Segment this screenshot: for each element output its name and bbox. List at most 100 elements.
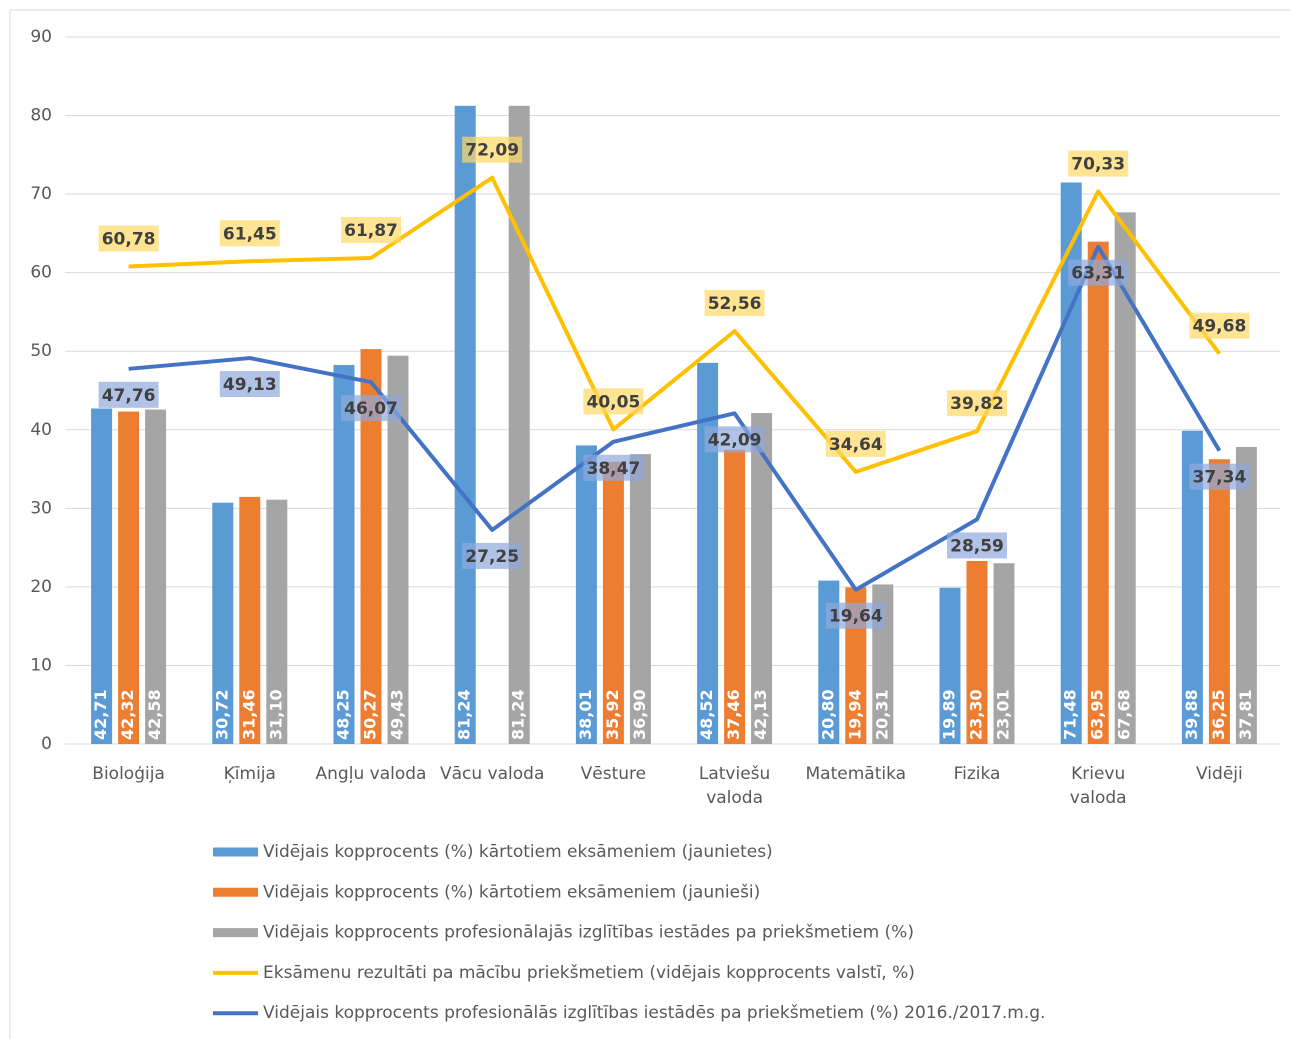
line-value-label: 47,76 bbox=[102, 386, 156, 406]
bar-value-label: 42,32 bbox=[118, 689, 137, 740]
bar-value-label: 37,81 bbox=[1236, 689, 1255, 740]
bar-value-label: 19,89 bbox=[940, 689, 959, 740]
x-tick-label: Latviešu valoda bbox=[698, 764, 771, 808]
line-value-label: 42,09 bbox=[708, 430, 762, 450]
line-value-label: 70,33 bbox=[1071, 155, 1125, 175]
bar-value-label: 19,94 bbox=[845, 689, 864, 740]
bar-value-label: 37,46 bbox=[724, 689, 743, 740]
value-label-box bbox=[462, 136, 523, 163]
value-label-box bbox=[583, 454, 644, 481]
bar bbox=[387, 355, 409, 744]
y-tick-label: 20 bbox=[30, 577, 52, 597]
line-value-label: 61,45 bbox=[223, 224, 277, 244]
value-label-box bbox=[947, 390, 1007, 417]
x-tick-label: Angļu valoda bbox=[315, 764, 427, 784]
legend-label: Vidējais kopprocents (%) kārtotiem eksām… bbox=[263, 842, 773, 862]
x-tick-label: Bioloģija bbox=[92, 764, 165, 784]
bar-value-label: 35,92 bbox=[603, 689, 622, 740]
bar-value-label: 39,88 bbox=[1182, 689, 1201, 740]
value-label-box bbox=[1068, 259, 1129, 286]
value-label-box bbox=[947, 532, 1007, 559]
bar-value-label: 20,80 bbox=[818, 689, 837, 740]
x-tick-label: Vācu valoda bbox=[439, 764, 545, 784]
bar bbox=[266, 499, 288, 744]
line-value-label: 49,13 bbox=[223, 375, 277, 395]
y-tick-label: 80 bbox=[30, 106, 52, 126]
x-tick-label: Ķīmija bbox=[223, 764, 276, 784]
line-value-label: 27,25 bbox=[465, 547, 519, 567]
line-value-label: 39,82 bbox=[950, 394, 1004, 414]
bar bbox=[239, 496, 261, 744]
value-label-box bbox=[704, 290, 765, 317]
bar-value-label: 36,25 bbox=[1209, 689, 1228, 740]
x-tick-label: Fizika bbox=[953, 764, 1001, 784]
y-tick-label: 40 bbox=[30, 420, 52, 440]
bar bbox=[993, 563, 1015, 744]
bar-value-label: 38,01 bbox=[576, 689, 595, 740]
bar bbox=[212, 502, 234, 744]
line-value-label: 40,05 bbox=[587, 392, 641, 412]
bar bbox=[1235, 446, 1257, 744]
bar bbox=[966, 560, 988, 744]
bar bbox=[724, 449, 746, 744]
bar-value-label: 49,43 bbox=[388, 689, 407, 740]
bar bbox=[751, 413, 773, 744]
line-value-label: 19,64 bbox=[829, 607, 883, 627]
value-label-box bbox=[1068, 150, 1129, 177]
bar-value-label: 63,95 bbox=[1088, 689, 1107, 740]
x-tick-label: Vēsture bbox=[580, 764, 647, 784]
line bbox=[128, 175, 1222, 474]
y-tick-label: 30 bbox=[30, 498, 52, 518]
bar bbox=[454, 105, 476, 744]
bar-value-label: 42,71 bbox=[91, 689, 110, 740]
bar-value-label: 81,24 bbox=[455, 689, 474, 740]
legend-label: Eksāmenu rezultāti pa mācību priekšmetie… bbox=[263, 963, 915, 983]
value-label-box bbox=[341, 395, 401, 422]
value-label-box bbox=[704, 426, 765, 453]
value-label-box bbox=[462, 542, 523, 569]
value-label-box bbox=[219, 371, 280, 398]
y-tick-label: 70 bbox=[30, 184, 52, 204]
bar-value-label: 71,48 bbox=[1061, 689, 1080, 740]
y-tick-label: 50 bbox=[30, 341, 52, 361]
bar bbox=[629, 454, 651, 744]
line-value-label: 61,87 bbox=[344, 221, 398, 241]
x-tick-label: Matemātika bbox=[805, 764, 907, 784]
y-tick-label: 90 bbox=[30, 27, 52, 47]
value-label-box bbox=[583, 388, 644, 415]
bar bbox=[333, 364, 355, 744]
legend-label: Vidējais kopprocents (%) kārtotiem eksām… bbox=[263, 882, 760, 902]
value-label-box bbox=[825, 430, 886, 457]
bar bbox=[118, 411, 140, 744]
bar-value-label: 23,30 bbox=[967, 689, 986, 740]
bar bbox=[508, 105, 530, 744]
bar bbox=[1114, 212, 1136, 744]
bar bbox=[1181, 430, 1203, 744]
line-value-label: 28,59 bbox=[950, 536, 1004, 556]
bar bbox=[1087, 241, 1109, 745]
bar bbox=[602, 461, 624, 744]
bar-value-label: 50,27 bbox=[361, 689, 380, 740]
bar-value-label: 48,52 bbox=[697, 689, 716, 740]
bar bbox=[1208, 459, 1230, 744]
bar-value-label: 31,46 bbox=[239, 689, 258, 740]
bar-value-label: 36,90 bbox=[630, 689, 649, 740]
value-label-box bbox=[219, 220, 280, 247]
line-value-label: 72,09 bbox=[465, 141, 519, 161]
bar bbox=[939, 587, 961, 744]
bar-value-label: 67,68 bbox=[1115, 689, 1134, 740]
line-value-label: 63,31 bbox=[1071, 264, 1125, 284]
line-value-label: 52,56 bbox=[708, 294, 762, 314]
bar bbox=[360, 349, 382, 744]
line-value-label: 49,68 bbox=[1193, 317, 1247, 337]
bar-value-label: 31,10 bbox=[266, 689, 285, 740]
value-label-box bbox=[98, 381, 159, 408]
line-value-label: 34,64 bbox=[829, 435, 883, 455]
bar-value-label: 23,01 bbox=[994, 689, 1013, 740]
bar-value-label: 30,72 bbox=[212, 689, 231, 740]
y-tick-label: 10 bbox=[30, 655, 52, 675]
x-tick-label: Krievu valoda bbox=[1069, 764, 1127, 808]
bar-value-label: 20,31 bbox=[872, 689, 891, 740]
